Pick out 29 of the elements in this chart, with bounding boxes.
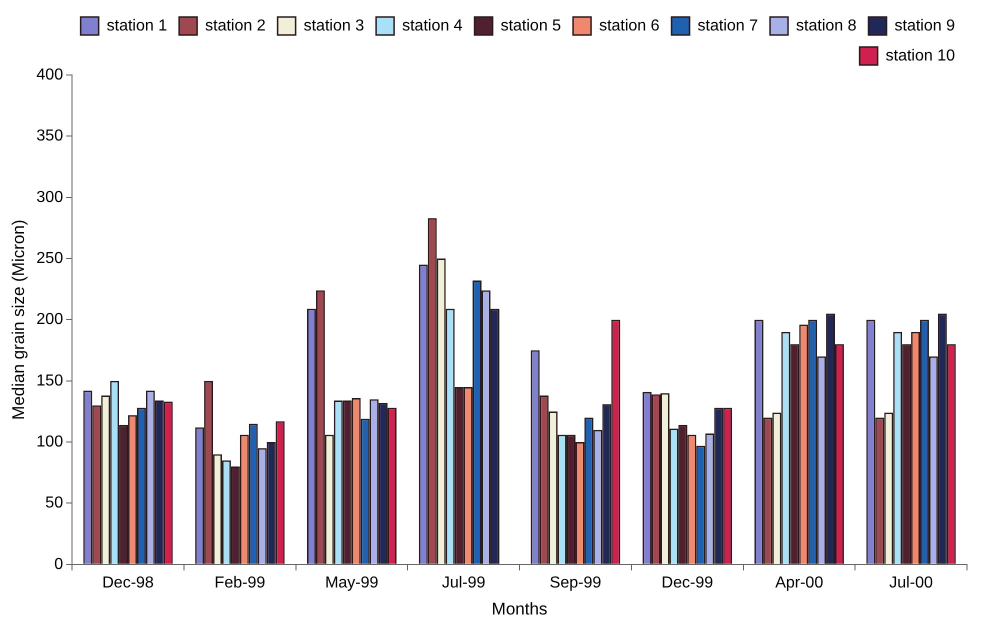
y-tick-label: 150 — [36, 372, 64, 390]
x-tick-label: Sep-99 — [550, 574, 602, 592]
x-tick-label: Feb-99 — [214, 574, 266, 592]
legend-label: station 7 — [698, 17, 758, 34]
x-tick-label: Jul-00 — [889, 574, 933, 592]
y-tick-label: 0 — [54, 556, 64, 573]
legend-label: station 5 — [500, 17, 562, 34]
legend-label: station 2 — [205, 17, 266, 34]
y-tick-label: 50 — [45, 494, 64, 512]
legend-label: station 10 — [886, 47, 956, 64]
legend-label: station 3 — [304, 17, 364, 34]
y-tick-label: 250 — [36, 250, 64, 267]
y-tick-label: 400 — [36, 66, 64, 84]
x-tick-label: May-99 — [325, 574, 379, 592]
y-tick-label: 300 — [36, 188, 64, 206]
legend-label: station 9 — [894, 17, 956, 34]
x-tick-label: Apr-00 — [775, 574, 824, 592]
legend-label: station 1 — [106, 17, 168, 34]
legend-label: station 6 — [599, 17, 660, 34]
legend-label: station 8 — [796, 17, 857, 34]
x-axis-title: Months — [492, 599, 548, 618]
y-tick-label: 100 — [36, 433, 64, 450]
y-tick-label: 350 — [36, 128, 64, 145]
y-tick-label: 200 — [36, 311, 64, 328]
x-tick-label: Dec-99 — [662, 574, 714, 592]
y-axis-title: Median grain size (Micron) — [8, 220, 28, 420]
x-tick-label: Dec-98 — [102, 574, 154, 592]
legend-label: station 4 — [402, 17, 463, 34]
x-tick-label: Jul-99 — [442, 574, 486, 592]
